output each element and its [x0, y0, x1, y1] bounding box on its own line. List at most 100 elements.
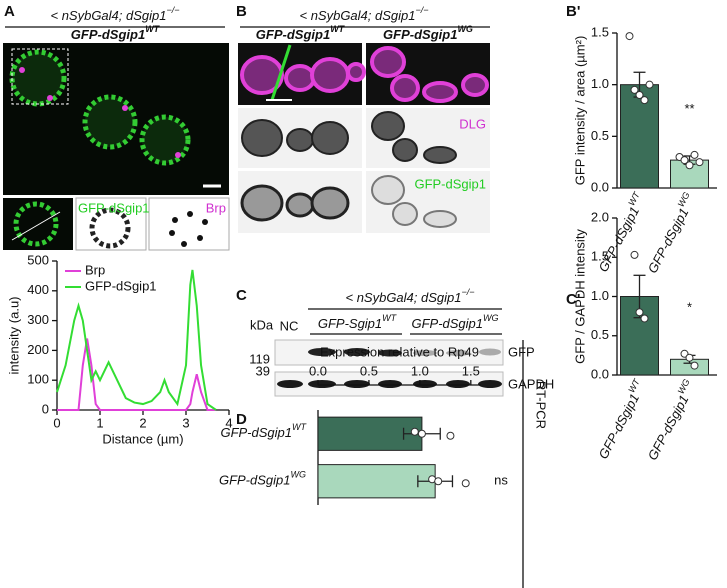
- lane-label: NC: [280, 318, 299, 333]
- y-tick-label: 1.5: [591, 249, 609, 264]
- data-point: [446, 431, 455, 440]
- significance: **: [684, 101, 694, 116]
- y-tick-label: 1.5: [591, 24, 609, 39]
- data-point: [695, 158, 704, 167]
- category-label: GFP-dSgip1WT: [220, 422, 307, 440]
- x-tick-label: 2: [139, 415, 146, 430]
- channel-label: DLG: [459, 116, 486, 131]
- x-tick-label: 1.5: [462, 363, 480, 378]
- line-series: [56, 269, 217, 411]
- y-tick-label: 200: [27, 342, 49, 357]
- bar: [317, 464, 436, 499]
- category-label-text: GFP-dSgip1: [645, 206, 692, 276]
- y-axis-label: GFP intensity / area (µm²): [572, 36, 587, 186]
- y-tick-label: 400: [27, 282, 49, 297]
- inset-label: Brp: [206, 200, 226, 215]
- x-tick-label: 3: [182, 415, 189, 430]
- y-tick-label: 0.5: [591, 327, 609, 342]
- panel-label: A: [4, 3, 15, 20]
- western-blot: [274, 339, 504, 397]
- band-label: GAPDH: [508, 376, 554, 391]
- category-label-sup: WT: [627, 376, 643, 394]
- category-label-text: GFP-dSgip1: [219, 473, 291, 488]
- construct-label: GFP-dSgip1WG: [383, 24, 473, 42]
- data-point: [630, 250, 639, 259]
- category-label: GFP-dSgip1WT: [593, 376, 650, 461]
- data-point: [685, 161, 694, 170]
- construct-label: GFP-dSgip1WT: [256, 24, 346, 42]
- category-label-text: GFP-dSgip1: [596, 391, 643, 461]
- data-point: [685, 353, 694, 362]
- data-point: [635, 91, 644, 99]
- y-tick-label: 0: [42, 401, 49, 416]
- x-tick-label: 4: [225, 415, 232, 430]
- y-axis-label: intensity (a.u): [6, 296, 21, 374]
- panel-label: C: [236, 287, 247, 304]
- panel-label: D: [236, 411, 247, 428]
- data-point: [417, 429, 426, 438]
- data-point: [635, 308, 644, 317]
- genotype-header: < nSybGal4; dSgip1−/−: [50, 5, 179, 23]
- band-label: GFP: [508, 344, 535, 359]
- y-tick-label: 0.0: [591, 179, 609, 194]
- y-tick-label: 1.0: [591, 288, 609, 303]
- significance: ns: [494, 473, 508, 488]
- category-label-sup: WG: [291, 470, 307, 480]
- micrograph-a: [3, 43, 230, 251]
- channel-label: GFP-dSgip1: [414, 176, 486, 191]
- data-point: [645, 80, 654, 89]
- data-point: [690, 361, 699, 370]
- panel-label: B: [236, 3, 247, 20]
- data-point: [640, 96, 649, 105]
- category-label: GFP-dSgip1WG: [219, 470, 306, 488]
- category-label-sup: WT: [627, 189, 643, 207]
- x-tick-label: 1.0: [411, 363, 429, 378]
- category-label-sup: WG: [676, 378, 692, 396]
- y-tick-label: 0.0: [591, 366, 609, 381]
- line-series: [57, 338, 217, 411]
- y-axis-label: GFP / GAPDH intensity: [572, 229, 587, 364]
- data-point: [461, 479, 470, 488]
- x-tick-label: 1: [96, 415, 103, 430]
- category-label: GFP-dSgip1WG: [642, 191, 699, 276]
- panel-label: C': [566, 291, 580, 308]
- bar: [620, 84, 659, 189]
- genotype-header: < nSybGal4; dSgip1−/−: [299, 5, 428, 23]
- y-tick-label: 100: [27, 372, 49, 387]
- x-axis-label: Distance (µm): [102, 431, 183, 446]
- data-point: [434, 477, 443, 486]
- genotype-header: < nSybGal4; dSgip1−/−: [345, 287, 474, 305]
- data-point: [690, 150, 699, 159]
- inset-label: GFP-dSgip1: [78, 200, 150, 215]
- axis-title: Expression relative to Rp49: [320, 344, 479, 359]
- legend-label: Brp: [85, 262, 105, 277]
- x-tick-label: 0.0: [309, 363, 327, 378]
- category-label-sup: WT: [292, 422, 307, 432]
- construct-label: GFP-dSgip1WT: [71, 24, 161, 42]
- data-point: [625, 32, 634, 41]
- data-point: [680, 156, 689, 165]
- mw-marker: 119: [249, 351, 270, 366]
- x-tick-label: 0.5: [360, 363, 378, 378]
- y-tick-label: 1.0: [591, 76, 609, 91]
- micrograph-b: [238, 43, 490, 233]
- y-tick-label: 0.5: [591, 128, 609, 143]
- category-label-text: GFP-dSgip1: [220, 425, 292, 440]
- category-label: GFP-dSgip1WG: [642, 378, 699, 463]
- panel-label: B': [566, 3, 580, 20]
- group-label: GFP-Sgip1WT: [318, 313, 398, 331]
- side-label: RT-PCR: [534, 381, 549, 429]
- group-label: GFP-dSgip1WG: [411, 313, 498, 331]
- significance: *: [687, 300, 692, 315]
- kda-label: kDa: [250, 317, 274, 332]
- data-point: [640, 314, 649, 323]
- category-label-sup: WG: [676, 191, 692, 209]
- category-label-text: GFP-dSgip1: [645, 393, 692, 463]
- y-tick-label: 300: [27, 312, 49, 327]
- data-point: [410, 427, 419, 436]
- data-point: [630, 85, 639, 94]
- y-tick-label: 2.0: [591, 209, 609, 224]
- mw-marker: 39: [256, 363, 270, 378]
- x-tick-label: 0: [53, 415, 60, 430]
